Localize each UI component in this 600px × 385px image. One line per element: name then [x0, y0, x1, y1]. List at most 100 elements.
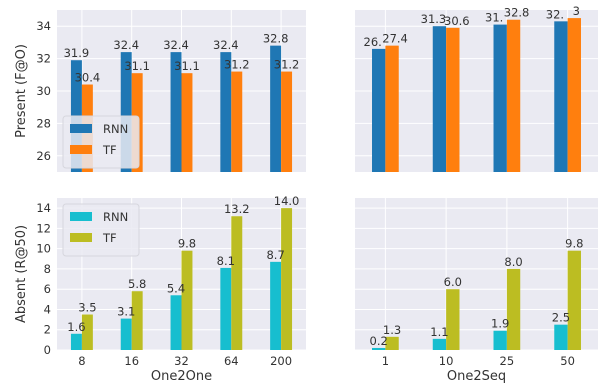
x-tick-label: 32	[174, 354, 189, 368]
legend-label: RNN	[103, 210, 128, 224]
data-label: 2.5	[552, 311, 570, 325]
data-label: 27.4	[382, 32, 408, 46]
data-label: 9.8	[178, 237, 196, 251]
y-tick-label: 4	[44, 302, 51, 316]
legend: RNN TF	[62, 203, 140, 257]
y-tick-label: 32	[36, 52, 51, 66]
bar-tf	[506, 19, 521, 172]
data-label: 31.2	[274, 58, 300, 72]
data-label: 31.1	[124, 59, 150, 73]
legend-label: TF	[102, 231, 117, 245]
y-tick-label: 2	[44, 323, 51, 337]
bar-tf	[281, 71, 293, 172]
y-tick-label: 28	[36, 116, 51, 130]
bar-tf	[446, 27, 460, 172]
bar-rnn	[220, 52, 232, 173]
x-tick-label: 8	[78, 354, 85, 368]
bar-tf	[385, 45, 399, 172]
x-axis-label: One2One	[151, 369, 212, 384]
bar-rnn	[270, 261, 282, 350]
chart-panel-bottom-left: 1.6 3.1 5.4 8.1 8.7 3.5 5.8 9.8 13.2 14.0 0 2 4 6 8 10 1…	[14, 194, 306, 384]
data-label: 3.1	[117, 305, 135, 319]
y-tick-label: 14	[36, 201, 51, 215]
data-label: 1.6	[67, 320, 85, 334]
bar-rnn	[372, 347, 386, 350]
data-label: 14.0	[274, 194, 300, 208]
data-label: 32.4	[213, 38, 239, 52]
legend-label: TF	[102, 143, 117, 157]
legend: RNN TF	[62, 115, 140, 169]
data-label: 6.0	[444, 275, 462, 289]
x-tick-label: 16	[124, 354, 139, 368]
data-label: 1.3	[383, 323, 401, 337]
bar-tf	[567, 250, 581, 350]
data-label: 31.	[485, 11, 503, 25]
y-tick-label: 12	[36, 221, 51, 235]
bar-tf	[446, 289, 460, 350]
legend-swatch	[70, 124, 92, 133]
data-label: 5.8	[128, 277, 146, 291]
y-axis-label: Absent (R@50)	[14, 225, 29, 323]
data-label: 30.6	[444, 14, 470, 28]
y-tick-label: 10	[36, 242, 51, 256]
x-tick-label: 25	[500, 354, 515, 368]
legend-swatch	[70, 212, 92, 221]
data-label: 31.9	[64, 46, 90, 60]
data-label: 5.4	[167, 281, 185, 295]
bar-rnn	[432, 338, 447, 350]
x-tick-label: 200	[270, 354, 292, 368]
bar-tf	[567, 18, 581, 172]
data-label: 8.0	[504, 255, 522, 269]
y-tick-label: 34	[36, 19, 51, 33]
bar-rnn	[120, 52, 132, 173]
y-tick-label: 30	[36, 84, 51, 98]
x-tick-label: 10	[439, 354, 454, 368]
chart-panel-top-left: 31.9 32.4 32.4 32.4 32.8 30.4 31.1 31.1 31.2 31.2…	[14, 10, 306, 173]
bar-rnn	[70, 333, 82, 350]
data-label: 9.8	[565, 237, 583, 251]
chart-panel-top-right: 26. 31.3 31. 32. 27.4 30.6 32.8 3	[355, 4, 598, 173]
x-tick-label: 64	[224, 354, 239, 368]
chart-panel-bottom-right: 0.2 1.1 1.9 2.5 1.3 6.0 8.0 9.8 1 10 25 50 One2Seq	[355, 198, 598, 384]
bar-rnn	[493, 330, 507, 350]
data-label: 31.3	[421, 12, 447, 26]
legend-label: RNN	[103, 122, 128, 136]
y-tick-label: 6	[44, 282, 51, 296]
data-label: 1.1	[430, 325, 448, 339]
data-label: 32.4	[163, 38, 189, 52]
data-label: 13.2	[224, 202, 250, 216]
legend-swatch	[70, 233, 92, 242]
data-label: 1.9	[491, 317, 509, 331]
data-label: 26.	[364, 35, 382, 49]
data-label: 30.4	[75, 71, 101, 85]
data-label: 32.	[546, 7, 564, 21]
x-axis-label: One2Seq	[447, 369, 506, 384]
bar-tf	[506, 268, 521, 350]
bar-rnn	[120, 318, 132, 350]
data-label: 3.5	[78, 301, 96, 315]
data-label: 8.7	[266, 248, 284, 262]
legend-swatch	[70, 145, 92, 154]
data-label: 31.1	[174, 59, 200, 73]
data-label: 31.2	[224, 58, 250, 72]
data-label: 3	[573, 4, 580, 18]
bar-rnn	[270, 45, 282, 172]
y-tick-label: 26	[36, 149, 51, 163]
data-label: 8.1	[217, 254, 235, 268]
bar-rnn	[554, 324, 568, 350]
bar-tf	[181, 250, 193, 350]
y-axis-label: Present (F@O)	[14, 44, 29, 138]
x-tick-label: 50	[560, 354, 575, 368]
data-label: 32.8	[504, 6, 530, 20]
bar-rnn	[372, 48, 386, 172]
data-label: 32.4	[113, 38, 139, 52]
bar-tf	[231, 216, 243, 350]
x-tick-label: 1	[382, 354, 389, 368]
y-tick-label: 0	[44, 343, 51, 357]
bar-rnn	[220, 267, 232, 350]
bar-rnn	[493, 24, 507, 172]
bar-tf	[181, 73, 193, 172]
y-tick-label: 8	[44, 262, 51, 276]
bar-tf	[131, 291, 143, 350]
data-label: 32.8	[263, 32, 289, 46]
